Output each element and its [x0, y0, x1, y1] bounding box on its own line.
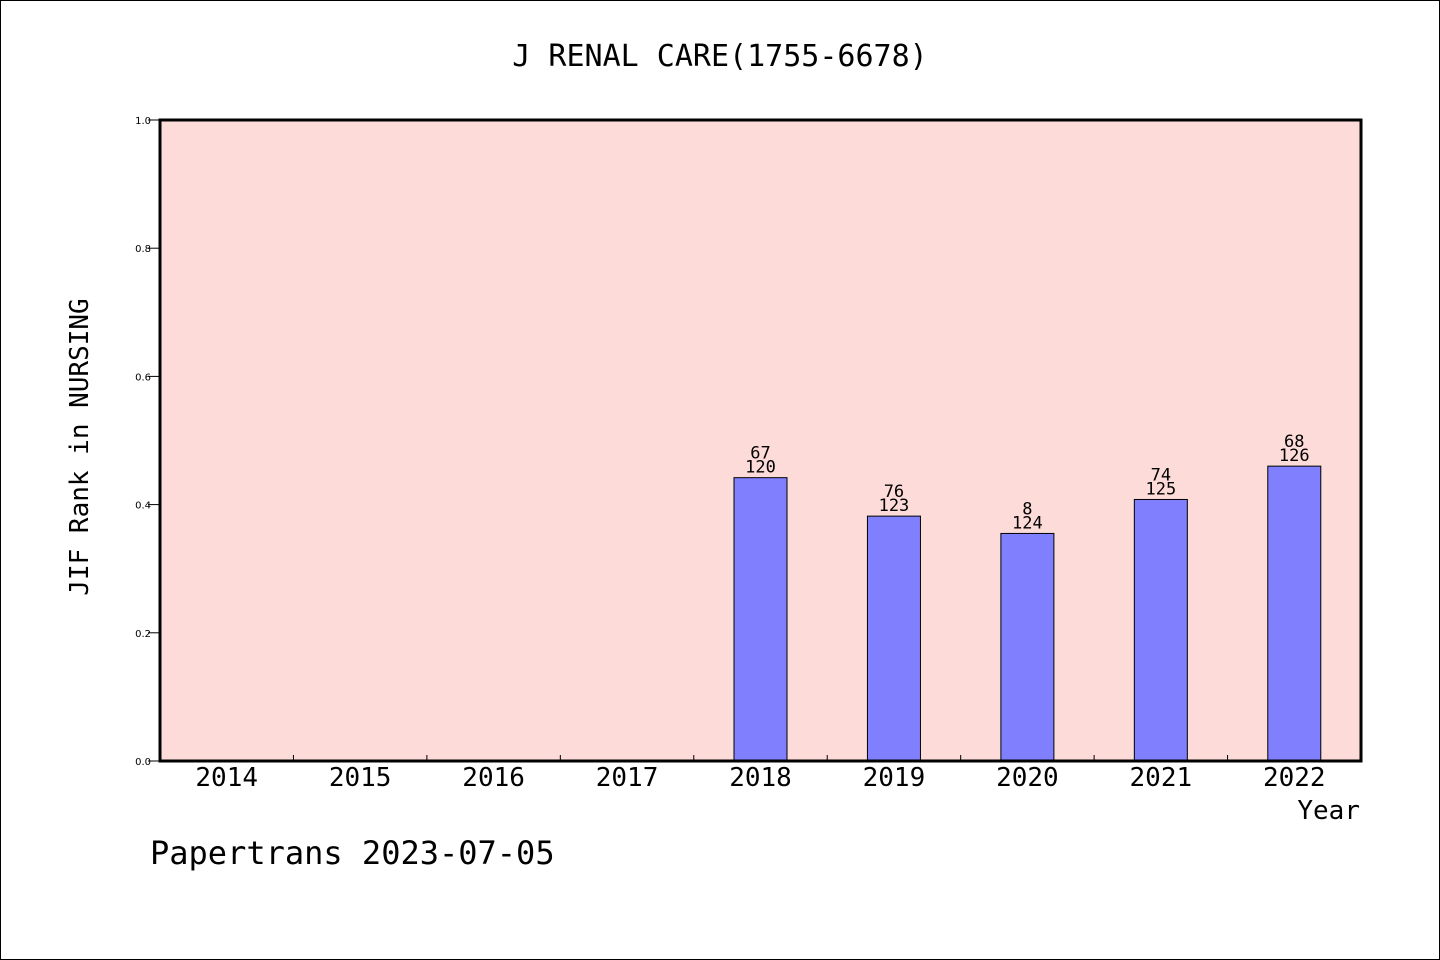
bar-label-total: 125	[1145, 479, 1176, 499]
bar-label-rank: 76	[884, 482, 904, 502]
bar-2018	[733, 477, 788, 762]
y-axis: 0.0 0.2 0.4 0.6 0.8 1.0	[135, 116, 160, 768]
bar-label-rank: 8	[1022, 499, 1032, 519]
bar-label-rank: 74	[1151, 465, 1171, 485]
x-tick-label: 2014	[195, 763, 258, 793]
y-tick-label: 0.4	[135, 501, 151, 512]
x-tick-label: 2021	[1130, 763, 1193, 793]
bar-label-rank: 68	[1284, 432, 1304, 452]
bar-2021	[1133, 498, 1188, 762]
y-tick-label: 0.8	[135, 244, 151, 255]
bar-label-total: 123	[879, 496, 910, 516]
bar-label-total: 126	[1279, 446, 1310, 466]
bar-2019	[866, 515, 921, 762]
x-tick-label: 2022	[1263, 763, 1326, 793]
y-tick-label: 0.2	[135, 629, 151, 640]
x-tick-label: 2019	[863, 763, 926, 793]
bar-2020	[1000, 532, 1055, 762]
y-tick-label: 0.0	[135, 757, 151, 768]
x-tick-label: 2018	[729, 763, 792, 793]
x-tick-label: 2015	[329, 763, 392, 793]
y-tick-label: 0.6	[135, 372, 151, 383]
plot-border	[158, 118, 1363, 763]
bar-label-total: 124	[1012, 513, 1043, 533]
y-axis-label: JIF Rank in NURSING	[65, 298, 95, 595]
x-axis-label: Year	[1297, 796, 1360, 826]
x-tick-label: 2020	[996, 763, 1059, 793]
y-tick-label: 1.0	[135, 116, 151, 127]
bar-label-total: 120	[745, 458, 776, 478]
footer-credit: Papertrans 2023-07-05	[150, 834, 555, 872]
bars-group	[733, 465, 1322, 762]
x-axis: 2014 2015 2016 2017 2018 2019 2020 2021 2022	[195, 755, 1326, 793]
chart-title: J RENAL CARE(1755-6678)	[512, 39, 927, 74]
bar-label-rank: 67	[750, 444, 770, 464]
x-tick-label: 2016	[462, 763, 525, 793]
bar-2022	[1267, 465, 1322, 762]
x-tick-label: 2017	[596, 763, 659, 793]
